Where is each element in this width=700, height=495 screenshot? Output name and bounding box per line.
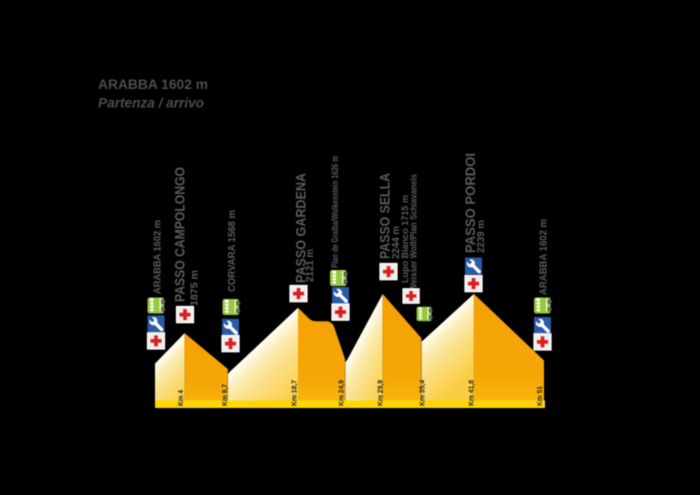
svg-text:2121 m: 2121 m bbox=[305, 249, 316, 282]
svg-text:ARABBA 1602 m: ARABBA 1602 m bbox=[98, 77, 208, 92]
svg-text:Km 51: Km 51 bbox=[535, 385, 544, 406]
svg-text:CORVARA 1568 m: CORVARA 1568 m bbox=[227, 210, 238, 292]
svg-text:PASSO PORDOI: PASSO PORDOI bbox=[462, 153, 478, 253]
svg-text:Km 4: Km 4 bbox=[176, 389, 185, 406]
svg-text:2239 m: 2239 m bbox=[476, 220, 487, 253]
svg-text:Km 9,7: Km 9,7 bbox=[220, 384, 229, 406]
svg-text:PASSO SELLA: PASSO SELLA bbox=[377, 173, 393, 259]
svg-text:Km 41,8: Km 41,8 bbox=[467, 380, 476, 406]
svg-text:Km 24,9: Km 24,9 bbox=[337, 380, 346, 406]
svg-text:1875 m: 1875 m bbox=[190, 270, 201, 306]
svg-text:Partenza / arrivo: Partenza / arrivo bbox=[98, 96, 204, 111]
svg-text:PASSO CAMPOLONGO: PASSO CAMPOLONGO bbox=[172, 167, 188, 302]
svg-text:Lupo Bianco 1715 m: Lupo Bianco 1715 m bbox=[400, 195, 410, 283]
svg-text:Weisser Wolf/Plan Schiavaneis: Weisser Wolf/Plan Schiavaneis bbox=[409, 174, 419, 291]
svg-text:2244 m: 2244 m bbox=[391, 226, 402, 259]
svg-text:ARABBA 1602 m: ARABBA 1602 m bbox=[153, 220, 164, 294]
svg-text:Plan de Gralba/Wolkenstein 162: Plan de Gralba/Wolkenstein 1626 m bbox=[330, 156, 340, 268]
svg-text:Km 35,4: Km 35,4 bbox=[418, 379, 427, 406]
svg-text:ARABBA 1602 m: ARABBA 1602 m bbox=[539, 219, 550, 295]
svg-text:Km 18,7: Km 18,7 bbox=[290, 380, 299, 406]
svg-text:PASSO GARDENA: PASSO GARDENA bbox=[293, 173, 309, 283]
svg-text:Km 29,9: Km 29,9 bbox=[376, 380, 385, 406]
